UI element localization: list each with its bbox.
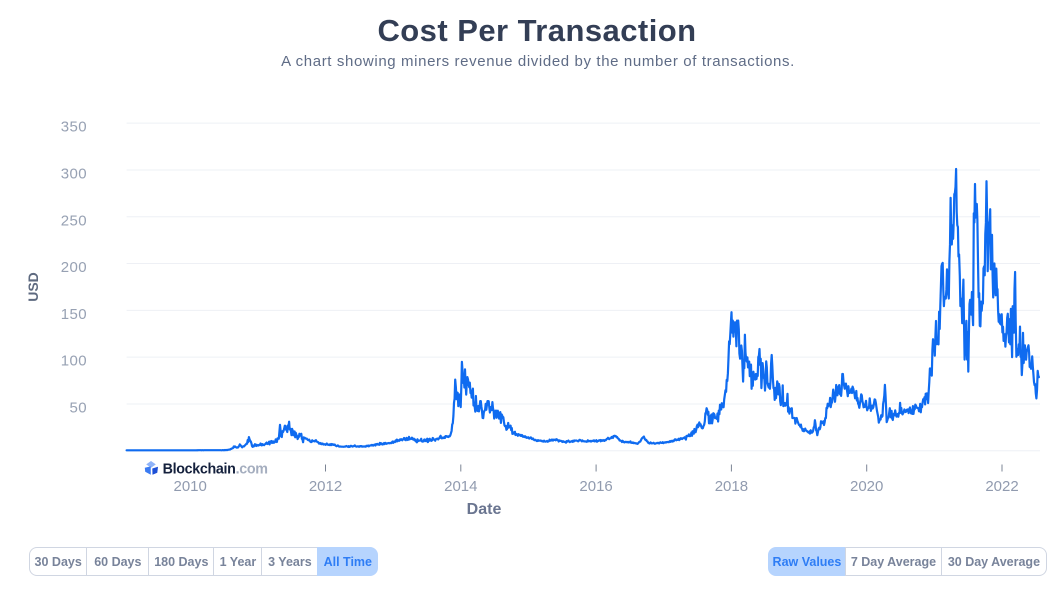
svg-text:100: 100 bbox=[61, 353, 87, 370]
svg-text:200: 200 bbox=[61, 259, 87, 276]
svg-text:50: 50 bbox=[70, 400, 88, 417]
svg-text:150: 150 bbox=[61, 306, 87, 323]
svg-text:2022: 2022 bbox=[985, 478, 1018, 495]
svg-text:250: 250 bbox=[61, 212, 87, 229]
svg-text:2012: 2012 bbox=[309, 478, 342, 495]
svg-text:Blockchain.com: Blockchain.com bbox=[163, 462, 268, 478]
svg-text:300: 300 bbox=[61, 166, 87, 183]
svg-text:2016: 2016 bbox=[579, 478, 612, 495]
svg-text:2018: 2018 bbox=[715, 478, 748, 495]
svg-text:2020: 2020 bbox=[850, 478, 883, 495]
svg-text:Date: Date bbox=[467, 501, 502, 518]
svg-text:350: 350 bbox=[61, 119, 87, 136]
svg-text:USD: USD bbox=[25, 272, 41, 302]
svg-text:2014: 2014 bbox=[444, 478, 477, 495]
svg-text:2010: 2010 bbox=[174, 478, 207, 495]
